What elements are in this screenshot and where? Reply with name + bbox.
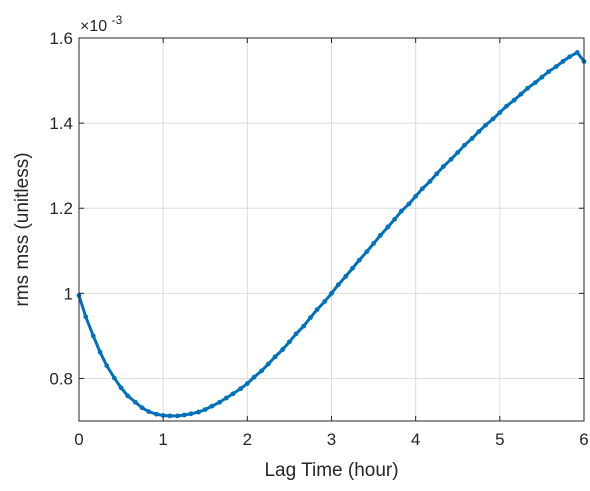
svg-text:×10 -3: ×10 -3 [80, 13, 123, 35]
data-point [427, 179, 433, 184]
data-point [139, 405, 145, 411]
data-point [392, 216, 398, 222]
data-point [364, 249, 370, 255]
data-point [546, 69, 552, 75]
data-point [280, 347, 286, 352]
data-point [238, 386, 244, 392]
x-tick-label: 6 [579, 430, 588, 449]
data-point [413, 193, 419, 199]
data-point [455, 150, 461, 155]
data-point [350, 265, 355, 271]
data-point [244, 381, 250, 386]
data-point [154, 411, 159, 417]
x-tick-label: 2 [243, 430, 252, 449]
data-point [259, 368, 265, 374]
data-point [272, 354, 278, 360]
data-point [217, 399, 222, 405]
x-tick-label: 3 [327, 430, 336, 449]
data-point [83, 314, 89, 320]
data-point [196, 409, 201, 415]
data-point [287, 339, 292, 345]
data-point [202, 407, 208, 412]
data-point [308, 315, 313, 320]
data-point [146, 409, 152, 415]
data-point [230, 391, 236, 397]
data-point [97, 349, 103, 355]
y-tick-label: 1.2 [49, 199, 73, 218]
data-point [90, 333, 96, 339]
data-point [462, 142, 467, 148]
data-point [335, 282, 341, 288]
data-point [160, 413, 166, 418]
data-point [448, 156, 454, 162]
data-point [398, 208, 404, 214]
data-point [104, 363, 110, 369]
data-point [497, 110, 503, 115]
data-point [301, 323, 307, 329]
data-point [560, 59, 566, 64]
x-tick-label: 0 [74, 430, 83, 449]
data-point [111, 375, 117, 381]
data-point [314, 307, 320, 312]
y-exponent-power: -3 [112, 13, 123, 27]
data-point [434, 171, 440, 177]
axis-ticks: 0 1 2 3 4 5 6 0.8 1 1.2 1.4 1.6 [49, 29, 588, 449]
data-point [420, 186, 425, 192]
data-point [223, 395, 229, 401]
data-point [293, 331, 299, 337]
x-tick-label: 5 [495, 430, 504, 449]
data-point [118, 385, 124, 391]
grid-lines [79, 38, 584, 421]
y-axis-exponent-label: ×10 -3 [80, 13, 123, 35]
data-point [476, 129, 482, 135]
data-point [469, 136, 475, 141]
data-point [322, 299, 328, 304]
x-tick-label: 1 [158, 430, 167, 449]
data-series [76, 50, 587, 419]
data-point [251, 374, 257, 380]
data-point [175, 413, 180, 419]
data-point [265, 361, 271, 367]
data-point [181, 412, 187, 418]
y-tick-label: 1.6 [49, 29, 73, 48]
data-point [125, 393, 131, 399]
data-point [406, 201, 412, 207]
y-tick-label: 1.4 [49, 114, 73, 133]
data-point [525, 85, 531, 91]
x-axis-title: Lag Time (hour) [264, 460, 398, 481]
data-point [511, 97, 517, 103]
y-axis-title: rms mss (unitless) [12, 152, 33, 306]
data-point [377, 233, 383, 238]
data-point [504, 103, 509, 109]
data-point [553, 64, 559, 69]
data-point [132, 399, 138, 405]
y-exponent-base: ×10 [80, 18, 107, 35]
x-tick-label: 4 [411, 430, 420, 449]
data-point [567, 54, 573, 60]
data-point [532, 80, 538, 86]
data-point [490, 116, 496, 122]
y-tick-label: 1 [64, 284, 73, 303]
data-point [518, 91, 524, 97]
data-point [329, 290, 334, 296]
data-point [343, 273, 349, 279]
data-point [441, 164, 446, 169]
data-point [574, 50, 580, 55]
data-point [356, 257, 362, 263]
data-point [385, 224, 391, 230]
data-point [371, 241, 376, 246]
data-point [188, 411, 194, 417]
data-point [209, 403, 215, 409]
y-tick-label: 0.8 [49, 369, 73, 388]
data-point [539, 74, 545, 80]
data-point [167, 413, 173, 419]
data-point [483, 122, 488, 128]
